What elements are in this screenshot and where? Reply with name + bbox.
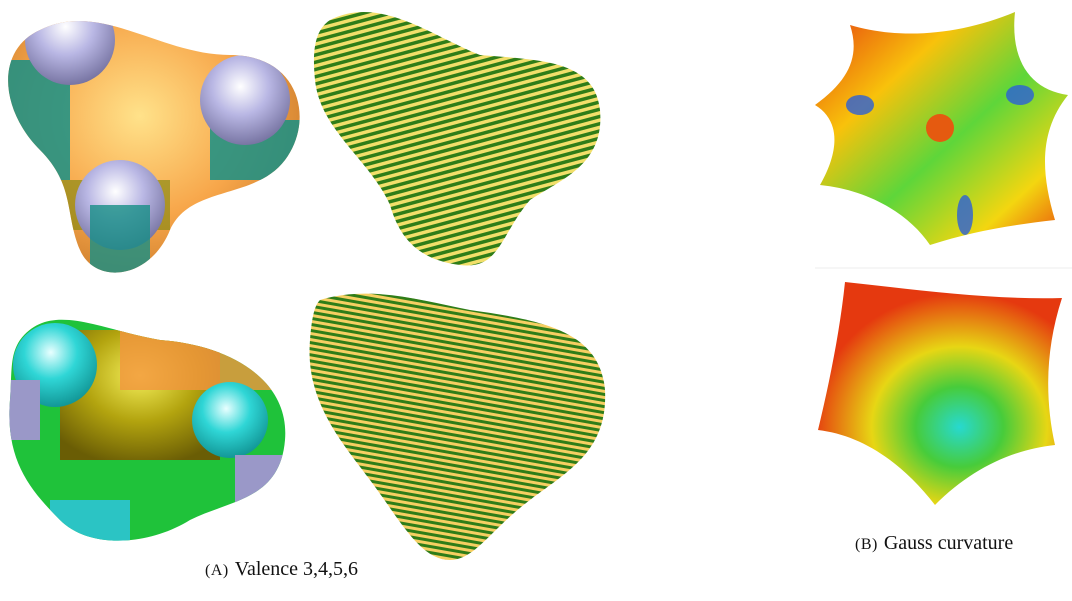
caption-text: Valence 3,4,5,6 — [235, 558, 358, 580]
caption-label: (B) — [855, 536, 878, 553]
valence-surface-1 — [0, 0, 310, 290]
zebra-surface-2 — [310, 294, 606, 560]
caption-text: Gauss curvature — [884, 532, 1013, 554]
zebra-surface-1 — [314, 12, 600, 265]
caption-b: (B) Gauss curvature — [855, 532, 1013, 555]
curvature-spot — [926, 114, 954, 142]
figure-page: (A) Valence 3,4,5,6 (B) Gauss curvature — [0, 0, 1072, 601]
figure-art — [0, 0, 1072, 601]
caption-label: (A) — [205, 562, 229, 579]
caption-a: (A) Valence 3,4,5,6 — [205, 558, 358, 581]
valence-surface-2 — [0, 300, 300, 560]
curvature-map-2 — [818, 282, 1062, 505]
